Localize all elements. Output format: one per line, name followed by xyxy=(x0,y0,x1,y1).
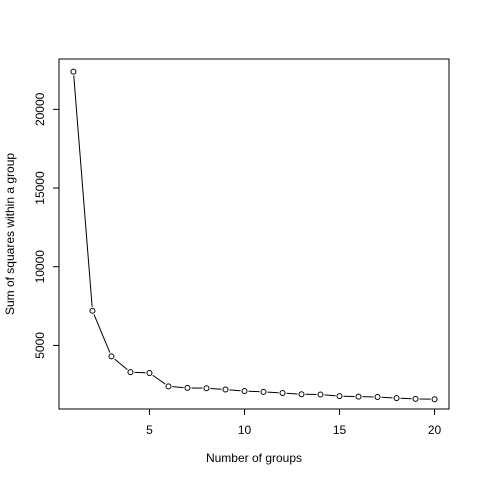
series xyxy=(70,68,438,403)
series-segment xyxy=(286,392,298,395)
data-point xyxy=(203,385,210,392)
series-segment xyxy=(381,396,393,399)
series-segment xyxy=(172,386,184,389)
data-point xyxy=(146,369,153,376)
y-axis: 5000 10000 15000 20000 xyxy=(33,92,59,359)
x-tick-label: 10 xyxy=(238,423,252,437)
data-point xyxy=(127,369,134,376)
data-point xyxy=(298,391,305,398)
series-segment xyxy=(229,389,241,392)
series-segment xyxy=(73,75,93,307)
data-point xyxy=(260,388,267,395)
plot-frame xyxy=(58,58,450,410)
data-point xyxy=(222,386,229,393)
data-point xyxy=(374,394,381,401)
data-point xyxy=(355,393,362,400)
data-point xyxy=(412,395,419,402)
x-axis-title: Number of groups xyxy=(206,451,302,465)
data-point xyxy=(279,389,286,396)
data-point xyxy=(317,391,324,398)
data-point xyxy=(241,388,248,395)
y-tick-label: 20000 xyxy=(33,92,47,126)
series-segment xyxy=(267,391,279,394)
series-segment xyxy=(210,387,222,390)
data-point xyxy=(184,384,191,391)
series-segment xyxy=(93,314,111,353)
data-point xyxy=(431,396,438,403)
x-tick-label: 15 xyxy=(333,423,347,437)
y-tick-label: 10000 xyxy=(33,250,47,284)
data-point xyxy=(70,68,77,75)
series-segment xyxy=(152,374,166,385)
data-point xyxy=(165,383,172,390)
data-point xyxy=(393,395,400,402)
y-tick-label: 5000 xyxy=(33,332,47,359)
data-point xyxy=(336,393,343,400)
data-point xyxy=(108,353,115,360)
series-segment xyxy=(114,358,128,371)
y-tick-label: 15000 xyxy=(33,171,47,205)
data-point xyxy=(89,307,96,314)
series-segment xyxy=(324,394,336,397)
x-tick-label: 5 xyxy=(146,423,153,437)
y-axis-title: Sum of squares within a group xyxy=(3,153,17,315)
x-tick-label: 20 xyxy=(428,423,442,437)
x-axis: 5 10 15 20 xyxy=(146,409,442,437)
